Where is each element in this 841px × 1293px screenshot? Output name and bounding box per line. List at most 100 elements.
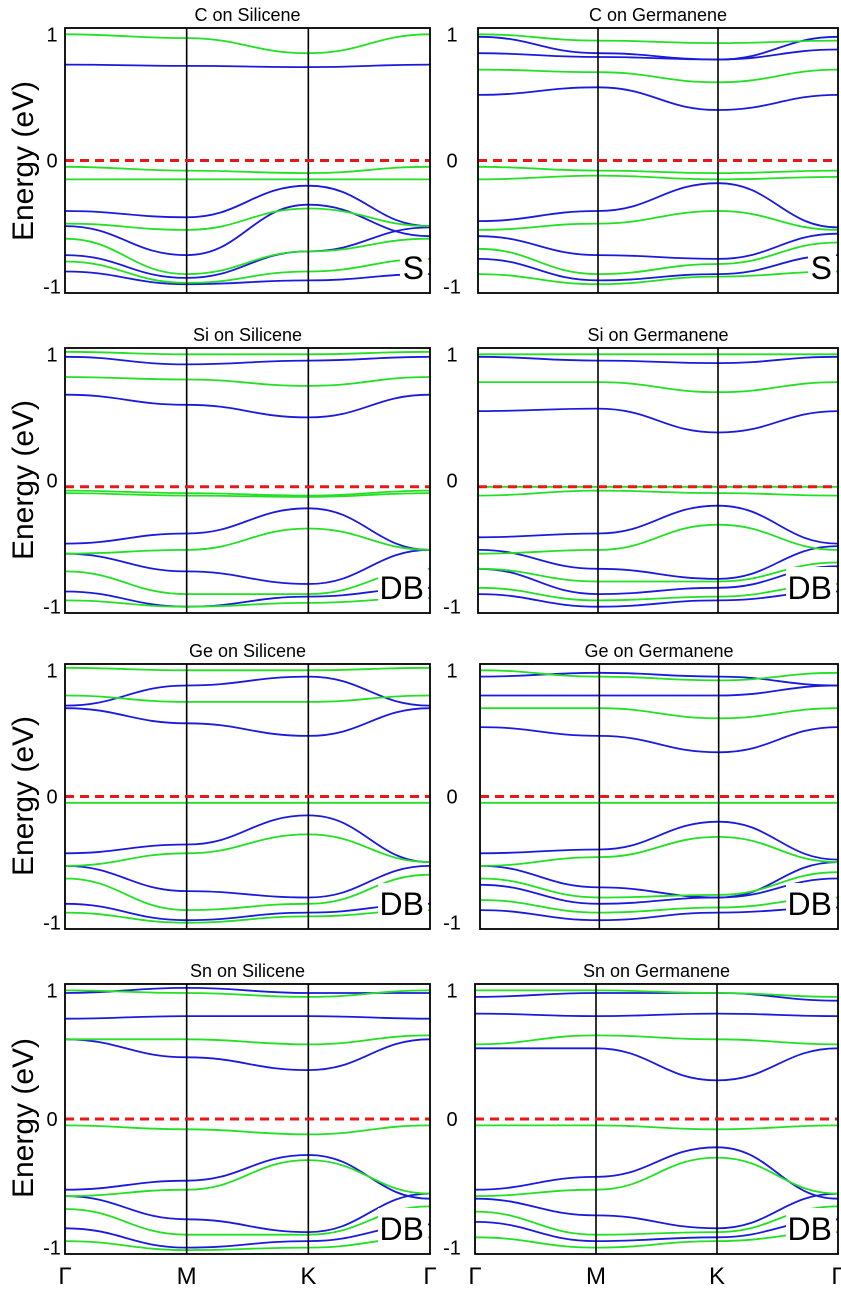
y-tick-label: 0 xyxy=(446,471,457,493)
x-tick-label: Γ xyxy=(831,1263,841,1290)
y-tick-label: -1 xyxy=(43,277,61,299)
band-down-1 xyxy=(65,989,430,998)
band-up-4 xyxy=(65,1154,430,1200)
plot-area xyxy=(480,664,838,929)
panel-tag: S xyxy=(811,250,832,286)
band-down-3 xyxy=(65,1124,430,1136)
y-tick-label: 1 xyxy=(46,24,57,46)
panel-title: Ge on Silicene xyxy=(189,641,306,661)
band-down-4 xyxy=(65,492,430,498)
panel-4: Si on Germanene 1 0 -1 DB xyxy=(443,325,839,619)
panel-3: Si on Silicene 1 0 -1 DB xyxy=(43,325,431,619)
band-up-2 xyxy=(478,407,838,434)
y-tick-label: 1 xyxy=(446,24,457,46)
plot-area xyxy=(475,984,838,1254)
y-tick-label: 1 xyxy=(446,660,457,682)
panel-tag: DB xyxy=(788,1211,832,1247)
panel-frame xyxy=(64,663,431,930)
y-tick-label: 0 xyxy=(446,787,457,809)
band-up-3 xyxy=(475,1047,838,1082)
y-tick-label: 0 xyxy=(46,471,57,493)
panel-tag: DB xyxy=(380,570,424,606)
band-up-5 xyxy=(475,1192,838,1230)
y-tick-label: -1 xyxy=(443,1238,461,1260)
panel-tag: DB xyxy=(380,886,424,922)
band-up-5 xyxy=(65,270,430,286)
band-down-7 xyxy=(65,597,430,608)
band-down-2 xyxy=(475,1034,838,1046)
y-tick-label: 0 xyxy=(446,1109,457,1131)
panel-title: C on Silicene xyxy=(194,5,300,25)
band-up-5 xyxy=(65,902,430,922)
band-up-6 xyxy=(65,1223,430,1249)
panel-title: Si on Germanene xyxy=(587,325,728,345)
band-down-5 xyxy=(65,527,430,555)
y-tick-label: 1 xyxy=(46,660,57,682)
tag-background xyxy=(378,1208,428,1248)
band-down-5 xyxy=(478,210,838,231)
band-down-4 xyxy=(65,1159,430,1197)
band-down-4 xyxy=(478,174,838,181)
band-down-2 xyxy=(65,376,430,387)
panel-2: C on Germanene 1 0 -1 S xyxy=(443,5,839,299)
band-up-2 xyxy=(65,707,430,737)
y-tick-label: -1 xyxy=(443,913,461,935)
band-up-6 xyxy=(480,877,838,905)
band-down-4 xyxy=(478,489,838,497)
band-down-1 xyxy=(478,33,838,45)
band-down-4 xyxy=(480,835,838,867)
band-down-5 xyxy=(65,873,430,912)
band-down-6 xyxy=(480,896,838,914)
band-down-4 xyxy=(475,1156,838,1197)
tag-background xyxy=(378,883,428,923)
panel-tag: DB xyxy=(380,1211,424,1247)
band-up-6 xyxy=(475,1218,838,1243)
panel-frame xyxy=(64,347,431,614)
y-tick-label: 1 xyxy=(446,980,457,1002)
band-up-4 xyxy=(480,820,838,861)
y-tick-label: -1 xyxy=(443,597,461,619)
band-up-3 xyxy=(65,507,430,551)
band-up-2 xyxy=(65,1015,430,1020)
y-tick-label: -1 xyxy=(43,597,61,619)
panel-frame xyxy=(474,983,839,1255)
tag-background xyxy=(786,567,836,607)
band-down-5 xyxy=(65,1205,430,1236)
y-tick-label: -1 xyxy=(43,913,61,935)
plot-area xyxy=(65,348,430,613)
y-axis-label-row-3: Energy (eV) xyxy=(7,716,40,876)
plot-area xyxy=(65,28,430,293)
band-up-4 xyxy=(475,1146,838,1200)
y-axis-label-row-1: Energy (eV) xyxy=(7,81,40,241)
panel-title: Sn on Germanene xyxy=(583,961,730,981)
plot-area xyxy=(478,348,838,613)
band-down-3 xyxy=(478,165,838,175)
panel-frame xyxy=(64,27,431,294)
band-up-3 xyxy=(478,86,838,111)
panel-7: Sn on Silicene 1 0 -1 DB Γ M K Γ xyxy=(43,961,437,1290)
panel-8: Sn on Germanene 1 0 -1 DB Γ M K Γ xyxy=(443,961,841,1290)
panel-title: Sn on Silicene xyxy=(190,961,305,981)
y-axis-label-row-4: Energy (eV) xyxy=(7,1038,40,1198)
panel-5: Ge on Silicene 1 0 -1 DB xyxy=(43,641,431,935)
band-down-2 xyxy=(65,1034,430,1046)
band-up-1 xyxy=(478,355,838,365)
band-down-7 xyxy=(478,270,838,286)
x-tick-label: Γ xyxy=(58,1263,71,1290)
panel-frame xyxy=(479,663,839,930)
band-up-1 xyxy=(480,671,838,687)
y-tick-label: 1 xyxy=(46,980,57,1002)
plot-area xyxy=(65,664,430,929)
band-up-2 xyxy=(65,184,430,227)
band-up-2 xyxy=(65,393,430,419)
band-up-3 xyxy=(65,814,430,863)
band-up-2 xyxy=(475,1012,838,1018)
band-down-5 xyxy=(475,1205,838,1236)
band-up-2 xyxy=(478,48,838,61)
band-up-3 xyxy=(65,1038,430,1072)
band-down-2 xyxy=(65,694,430,703)
band-up-6 xyxy=(478,590,838,608)
plot-area xyxy=(478,28,838,293)
x-tick-label: K xyxy=(300,1263,316,1290)
band-down-5 xyxy=(478,523,838,555)
